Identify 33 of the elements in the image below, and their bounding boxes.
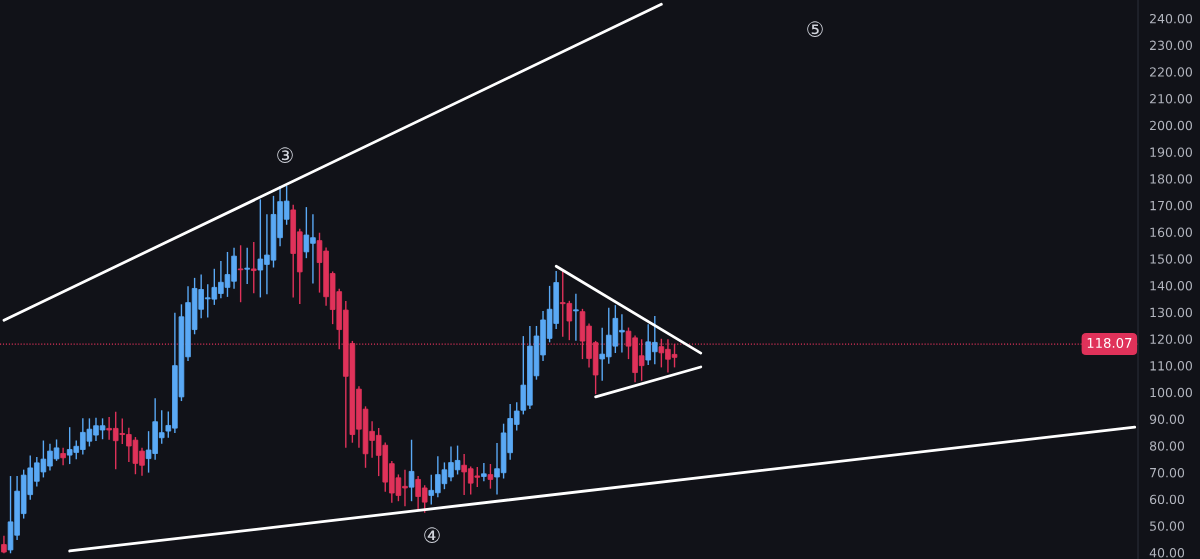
y-tick-label: 80.00	[1149, 441, 1185, 451]
y-tick-label: 120.00	[1150, 334, 1193, 344]
annotation: ③	[277, 147, 293, 163]
annotation: ⑤	[807, 21, 823, 37]
annotation: ④	[424, 527, 440, 543]
y-tick-label: 70.00	[1150, 467, 1185, 478]
candlestick	[481, 462, 487, 482]
y-tick-label: 60.00	[1149, 494, 1185, 505]
y-tick-label: 90.00	[1149, 414, 1185, 424]
y-tick-label: 100.00	[1150, 387, 1193, 398]
y-tick-label: 130.00	[1150, 307, 1193, 318]
y-tick-label: 50.00	[1150, 521, 1185, 531]
candlestick	[244, 247, 250, 285]
y-tick-label: 220.00	[1150, 67, 1193, 77]
y-tick-label: 110.00	[1150, 361, 1193, 371]
ref-line-label: 118.07	[1087, 337, 1132, 348]
y-tick-label: 140.00	[1150, 280, 1193, 291]
y-tick-label: 180.00	[1150, 174, 1193, 184]
y-tick-label: 230.00	[1150, 40, 1193, 51]
candlestick	[60, 447, 66, 466]
candlestick	[408, 439, 415, 502]
y-tick-label: 240.00	[1150, 13, 1193, 24]
y-tick-label: 170.00	[1150, 200, 1193, 211]
y-tick-label: 150.00	[1150, 254, 1193, 264]
y-tick-label: 210.00	[1150, 94, 1193, 104]
y-tick-label: 200.00	[1150, 120, 1193, 131]
candlestick	[487, 464, 494, 489]
y-tick-label: 160.00	[1150, 227, 1193, 238]
candlestick	[250, 242, 257, 294]
candlestick	[237, 245, 244, 303]
candlestick	[573, 293, 579, 341]
y-tick-label: 190.00	[1150, 147, 1193, 157]
y-tick-label: 40.00	[1149, 548, 1185, 558]
